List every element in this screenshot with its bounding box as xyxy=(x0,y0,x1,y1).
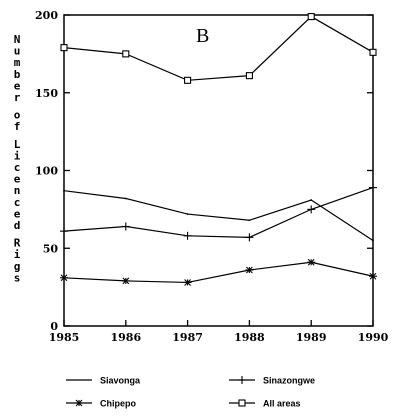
series-sinazongwe xyxy=(60,183,377,242)
star-marker xyxy=(369,272,377,280)
data-point xyxy=(63,189,65,192)
series-line xyxy=(63,187,374,238)
y-tick-label: 50 xyxy=(43,242,59,255)
legend-item: Chipepo xyxy=(66,399,136,409)
y-axis-title-char: N xyxy=(14,33,21,46)
x-tick-label: 1985 xyxy=(49,331,80,344)
y-axis-title-char: o xyxy=(14,109,21,122)
x-tick-label: 1989 xyxy=(296,331,327,344)
y-tick-label: 0 xyxy=(50,320,58,333)
star-marker xyxy=(245,266,254,274)
data-point xyxy=(186,213,189,215)
legend-item: Sinazongwe xyxy=(229,376,315,386)
axis-ticks: 0 50 100 150 200 1985 1986 1987 1988 1989 1990 xyxy=(35,9,389,344)
y-axis-title-char: d xyxy=(14,219,21,232)
legend-label: Chipepo xyxy=(100,399,136,409)
plus-marker xyxy=(60,227,68,236)
legend-label: Siavonga xyxy=(100,376,141,386)
y-axis-title-char: e xyxy=(14,79,21,92)
series-line xyxy=(63,15,374,81)
y-axis-title-char: r xyxy=(14,91,21,104)
y-tick-label: 200 xyxy=(35,9,58,22)
plus-marker xyxy=(307,205,316,214)
y-axis-title-char: f xyxy=(14,120,21,133)
series-line xyxy=(63,261,374,284)
y-axis-title-char: R xyxy=(14,237,21,250)
plot-frame xyxy=(63,14,374,327)
x-tick-label: 1986 xyxy=(110,331,141,344)
x-tick-label: 1990 xyxy=(358,331,389,344)
x-tick-label: 1988 xyxy=(234,331,265,344)
star-marker xyxy=(75,399,83,407)
star-marker xyxy=(183,279,192,286)
y-axis-title-char: c xyxy=(14,161,21,174)
square-marker xyxy=(60,44,68,52)
series-layer xyxy=(60,13,377,286)
plus-marker xyxy=(183,231,192,240)
square-marker xyxy=(307,13,315,21)
series-line xyxy=(63,190,374,241)
plus-marker xyxy=(245,233,254,242)
y-axis-title-char: b xyxy=(14,68,21,81)
y-axis-title-char: i xyxy=(14,149,21,162)
square-marker xyxy=(184,76,192,84)
star-marker xyxy=(307,258,316,266)
series-siavonga xyxy=(63,189,374,242)
y-axis-title-char: m xyxy=(14,56,21,69)
legend: Siavonga Sinazongwe Chipepo All areas xyxy=(66,376,315,409)
plus-marker xyxy=(369,183,377,192)
series-chipepo xyxy=(60,258,377,286)
y-axis-title-char: i xyxy=(14,248,21,261)
legend-item: Siavonga xyxy=(66,376,141,386)
x-tick-label: 1987 xyxy=(172,331,203,344)
y-tick-label: 150 xyxy=(35,87,58,100)
y-axis-title-char: s xyxy=(14,271,21,284)
y-axis-title-char: u xyxy=(14,45,21,58)
y-axis-title-char: L xyxy=(14,138,21,151)
y-axis-title-char: g xyxy=(14,260,21,273)
data-point xyxy=(372,239,374,242)
y-tick-label: 100 xyxy=(35,165,58,178)
y-axis-title-char: c xyxy=(14,196,21,209)
legend-label: All areas xyxy=(263,399,301,409)
star-marker xyxy=(60,274,68,282)
series-all-areas xyxy=(60,13,377,84)
y-axis-title-char: n xyxy=(14,184,21,197)
y-axis-title-char: e xyxy=(14,207,21,220)
square-marker xyxy=(245,72,253,80)
legend-label: Sinazongwe xyxy=(263,376,315,386)
data-point xyxy=(248,219,251,222)
plus-marker xyxy=(121,222,130,231)
y-axis-title-char: e xyxy=(14,173,21,186)
plus-marker xyxy=(238,376,246,384)
panel-label: B xyxy=(196,25,209,47)
square-marker xyxy=(238,399,246,407)
data-point xyxy=(310,199,313,201)
square-marker xyxy=(122,50,130,58)
legend-item: All areas xyxy=(229,399,301,409)
square-marker xyxy=(369,48,377,56)
data-point xyxy=(124,197,127,200)
star-marker xyxy=(121,277,130,285)
